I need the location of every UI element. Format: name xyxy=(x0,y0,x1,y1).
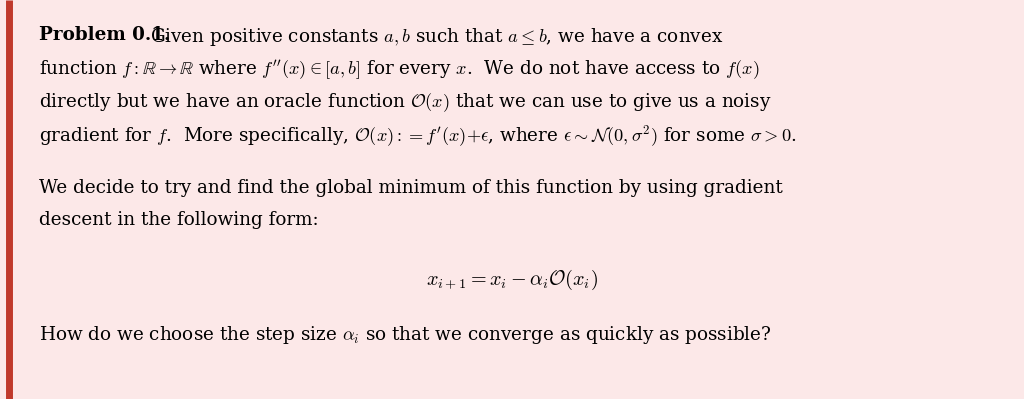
Text: Problem 0.1.: Problem 0.1. xyxy=(39,26,170,44)
Text: $x_{i+1} = x_i - \alpha_i\mathcal{O}(x_i)$: $x_{i+1} = x_i - \alpha_i\mathcal{O}(x_i… xyxy=(426,268,598,292)
Text: How do we choose the step size $\alpha_i$ so that we converge as quickly as poss: How do we choose the step size $\alpha_i… xyxy=(39,324,771,346)
Text: directly but we have an oracle function $\mathcal{O}(x)$ that we can use to give: directly but we have an oracle function … xyxy=(39,91,771,114)
Text: We decide to try and find the global minimum of this function by using gradient: We decide to try and find the global min… xyxy=(39,179,782,197)
Text: descent in the following form:: descent in the following form: xyxy=(39,211,318,229)
Text: Given positive constants $a, b$ such that $a \leq b$, we have a convex: Given positive constants $a, b$ such tha… xyxy=(150,26,723,48)
Text: gradient for $f$.  More specifically, $\mathcal{O}(x) := f'(x){+}\epsilon$, wher: gradient for $f$. More specifically, $\m… xyxy=(39,124,797,149)
Text: function $f : \mathbb{R} \to \mathbb{R}$ where $f''(x) \in [a, b]$ for every $x$: function $f : \mathbb{R} \to \mathbb{R}$… xyxy=(39,59,760,82)
